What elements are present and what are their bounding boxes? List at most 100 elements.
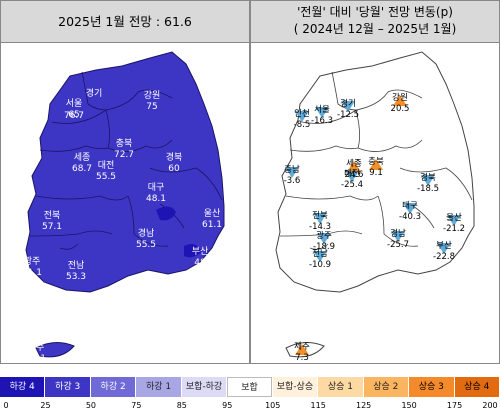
- right-region-name: 전북: [312, 210, 328, 221]
- legend-tick-label: 105: [265, 401, 281, 410]
- down-arrow-icon: [313, 251, 327, 262]
- left-region-value: 61.1: [26, 354, 46, 364]
- down-arrow-icon: [437, 243, 451, 254]
- left-region-name: 경북: [166, 151, 183, 163]
- right-region-value: -8.5: [294, 120, 311, 130]
- right-region-value: -12.5: [337, 110, 359, 120]
- right-region-value: 7.3: [295, 353, 309, 363]
- right-region-name: 인천: [294, 108, 310, 119]
- legend-tick-label: 50: [85, 401, 96, 410]
- left-region-value: 56.2: [12, 105, 32, 115]
- legend-tick-label: 200: [482, 401, 498, 410]
- down-arrow-icon: [447, 215, 461, 226]
- right-region-name: 강원: [392, 92, 408, 103]
- left-region-name: 광주: [24, 255, 41, 267]
- legend-item: 상승 3: [409, 377, 454, 397]
- legend-tick-label: 85: [176, 401, 187, 410]
- down-arrow-icon: [313, 213, 327, 224]
- right-region-value: -22.8: [433, 252, 455, 262]
- left-region-name: 전남: [68, 260, 85, 271]
- left-region-value: 61.1: [202, 220, 222, 230]
- right-region-value: -18.9: [313, 242, 335, 252]
- right-korea-map: [275, 51, 475, 358]
- right-panel-title-line2: ( 2024년 12월 – 2025년 1월): [293, 22, 457, 36]
- left-region-value: 75: [146, 102, 157, 112]
- right-region-name: 부산: [436, 240, 452, 251]
- legend-item: 하강 3: [45, 377, 90, 397]
- legend-item: 보합-하강: [181, 377, 227, 397]
- left-province-borders: [29, 71, 223, 250]
- left-region-value: 57.1: [42, 222, 62, 232]
- down-arrow-icon: [317, 233, 331, 244]
- left-region-value: 48.1: [146, 194, 166, 204]
- left-region-name: 충남: [14, 150, 31, 161]
- down-arrow-icon: [421, 175, 435, 186]
- left-panel-title: 2025년 1월 전망 : 61.6: [58, 14, 192, 29]
- right-region-value: 20.5: [391, 104, 410, 114]
- legend-tick-label: 125: [355, 401, 372, 410]
- left-region-value: 61.1: [22, 268, 42, 278]
- right-region-name: 대전: [344, 168, 360, 179]
- legend-item: 상승 4: [454, 377, 499, 397]
- right-region-name: 제주: [294, 342, 310, 352]
- down-arrow-icon: [285, 167, 299, 178]
- legend: 하강 4 하강 3 하강 2 하강 1 보합-하강 보합 보합-상승 상승 1 상승 2 상승 3…: [0, 377, 500, 414]
- mainland-shape: [25, 51, 225, 293]
- right-change-arrows: [285, 95, 461, 355]
- legend-tick-label: 0: [3, 401, 9, 410]
- right-region-name: 충남: [284, 165, 300, 175]
- left-korea-map: [25, 51, 225, 358]
- left-region-name: 대구: [148, 182, 165, 193]
- up-arrow-icon: [369, 159, 383, 170]
- left-region-name: 충북: [116, 138, 133, 149]
- legend-tick-label: 75: [131, 401, 142, 410]
- left-region-name: 전북: [44, 210, 61, 221]
- right-region-value: -3.6: [284, 176, 301, 186]
- left-region-value: 53.3: [66, 272, 86, 282]
- left-region-value: 65: [68, 110, 79, 120]
- jeju-shape: [35, 342, 75, 358]
- right-region-value: -25.7: [387, 240, 409, 250]
- right-region-name: 경기: [340, 98, 356, 109]
- left-header-band: [0, 0, 250, 43]
- legend-tick-label: 25: [40, 401, 51, 410]
- down-arrow-icon: [345, 171, 359, 182]
- legend-item: 보합: [227, 377, 272, 397]
- right-region-name: 대구: [402, 201, 418, 211]
- left-region-name: 대전: [98, 160, 115, 171]
- down-arrow-icon: [295, 111, 309, 122]
- down-arrow-icon: [391, 231, 405, 242]
- right-region-name: 충북: [368, 157, 384, 167]
- legend-item: 보합-상승: [272, 377, 318, 397]
- left-region-name: 경기: [86, 87, 103, 99]
- right-region-value: -21.2: [443, 224, 465, 234]
- right-region-value: -40.3: [399, 212, 421, 222]
- right-region-name: 광주: [316, 230, 332, 241]
- left-region-value: 60: [168, 164, 180, 174]
- down-arrow-icon: [403, 203, 417, 214]
- busan-highlight: [184, 244, 202, 258]
- right-region-name: 경남: [390, 228, 406, 239]
- right-region-value: -10.9: [309, 260, 331, 270]
- left-region-name: 세종: [74, 152, 91, 163]
- right-province-borders: [279, 71, 473, 250]
- legend-item: 상승 2: [363, 377, 409, 397]
- left-region-value: 68.7: [72, 164, 92, 174]
- left-region-value: 76.7: [64, 111, 84, 121]
- left-region-name: 인천: [14, 93, 31, 104]
- left-region-name: 서울: [66, 98, 83, 109]
- right-region-value: -18.5: [417, 184, 439, 194]
- legend-item: 하강 4: [0, 377, 45, 397]
- legend-tick-label: 175: [446, 401, 463, 410]
- right-region-name: 전남: [312, 248, 328, 259]
- up-arrow-icon: [347, 161, 361, 172]
- right-panel-title-line1: '전월' 대비 '당월' 전망 변동(p): [297, 5, 453, 19]
- right-header-band: [250, 0, 500, 43]
- right-region-value: -14.3: [309, 222, 331, 232]
- map-frame: 인천 56.2 경기 서울 65 76.7 강원 75 충북 72.7 충남 71.4 세종 68.7 대전…: [0, 0, 500, 364]
- left-region-value: 48: [194, 258, 206, 268]
- right-region-value: -16.3: [311, 116, 333, 126]
- up-arrow-icon: [393, 95, 407, 106]
- legend-item: 하강 1: [136, 377, 181, 397]
